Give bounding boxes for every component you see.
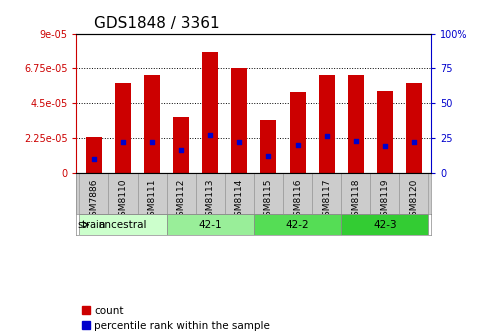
Bar (289, 92, 306, 173)
Text: 42-3: 42-3 (373, 220, 397, 230)
FancyBboxPatch shape (341, 214, 428, 235)
FancyBboxPatch shape (79, 214, 167, 235)
Point (119, 139, 127, 145)
FancyBboxPatch shape (225, 173, 254, 214)
Point (90, 156, 98, 161)
Text: 42-2: 42-2 (286, 220, 309, 230)
FancyBboxPatch shape (167, 214, 254, 235)
Bar (260, 120, 277, 173)
Point (177, 148, 185, 153)
FancyBboxPatch shape (79, 173, 108, 214)
Text: GSM8112: GSM8112 (176, 179, 186, 222)
Point (352, 138, 360, 143)
Point (323, 134, 331, 139)
Text: GSM8116: GSM8116 (293, 179, 302, 222)
FancyBboxPatch shape (138, 173, 167, 214)
Point (265, 153, 273, 159)
Text: GSM8113: GSM8113 (206, 179, 215, 222)
Bar (86, 137, 102, 173)
Bar (144, 75, 160, 173)
Text: ancestral: ancestral (99, 220, 147, 230)
Text: GSM8120: GSM8120 (409, 179, 419, 222)
Text: strain: strain (77, 220, 105, 230)
Text: 42-1: 42-1 (199, 220, 222, 230)
Bar (202, 52, 218, 173)
Legend: count, percentile rank within the sample: count, percentile rank within the sample (82, 305, 270, 331)
Text: GSM8110: GSM8110 (118, 179, 128, 222)
Text: GSM8119: GSM8119 (380, 179, 389, 222)
Point (206, 132, 214, 138)
Bar (406, 83, 422, 173)
FancyBboxPatch shape (283, 173, 312, 214)
Text: GSM7886: GSM7886 (89, 179, 99, 222)
FancyBboxPatch shape (196, 173, 225, 214)
Bar (377, 91, 393, 173)
Point (410, 139, 418, 145)
FancyBboxPatch shape (370, 173, 399, 214)
Bar (173, 117, 189, 173)
Point (148, 139, 156, 145)
FancyBboxPatch shape (167, 173, 196, 214)
Text: GDS1848 / 3361: GDS1848 / 3361 (94, 16, 220, 31)
FancyBboxPatch shape (341, 173, 370, 214)
Point (294, 142, 302, 148)
FancyBboxPatch shape (254, 214, 341, 235)
Text: GSM8117: GSM8117 (322, 179, 331, 222)
Bar (231, 68, 247, 173)
Bar (348, 75, 364, 173)
Bar (115, 83, 131, 173)
FancyBboxPatch shape (312, 173, 341, 214)
FancyBboxPatch shape (254, 173, 283, 214)
FancyBboxPatch shape (108, 173, 138, 214)
Point (235, 139, 243, 145)
Text: GSM8115: GSM8115 (264, 179, 273, 222)
FancyBboxPatch shape (399, 173, 428, 214)
Bar (318, 75, 335, 173)
Text: GSM8118: GSM8118 (351, 179, 360, 222)
Text: GSM8111: GSM8111 (147, 179, 157, 222)
Point (381, 143, 389, 149)
Text: GSM8114: GSM8114 (235, 179, 244, 222)
